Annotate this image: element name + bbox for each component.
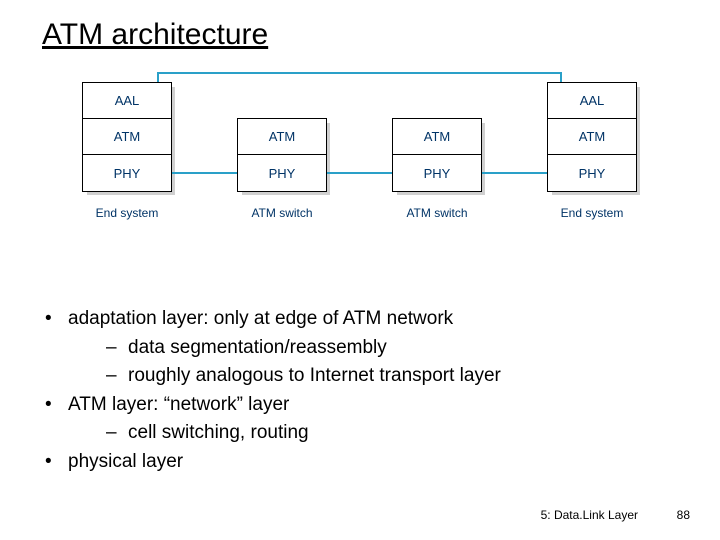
subbullet: cell switching, routing bbox=[106, 419, 501, 448]
bullet-rest: only at edge of ATM network bbox=[209, 308, 454, 329]
layer-aal: AAL bbox=[83, 83, 171, 119]
stack-switch-2: ATM PHY bbox=[392, 118, 482, 192]
caption-switch-1: ATM switch bbox=[237, 206, 327, 220]
stack-end-left: AAL ATM PHY bbox=[82, 82, 172, 192]
bullet-atm: ATM layer: “network” layer cell switchin… bbox=[40, 391, 501, 448]
footer-section-label: 5: Data.Link Layer bbox=[541, 508, 638, 522]
bullet-prefix: physical layer bbox=[68, 451, 183, 472]
phy-wire-1 bbox=[172, 172, 237, 174]
layer-phy: PHY bbox=[238, 155, 326, 191]
layer-atm: ATM bbox=[393, 119, 481, 155]
subbullet: data segmentation/reassembly bbox=[106, 334, 501, 363]
layer-atm: ATM bbox=[238, 119, 326, 155]
stack-switch-1: ATM PHY bbox=[237, 118, 327, 192]
stack-end-right: AAL ATM PHY bbox=[547, 82, 637, 192]
layer-phy: PHY bbox=[548, 155, 636, 191]
layer-phy: PHY bbox=[393, 155, 481, 191]
bullet-list: adaptation layer: only at edge of ATM ne… bbox=[40, 305, 501, 476]
page-title: ATM architecture bbox=[42, 18, 268, 52]
bullet-prefix: ATM layer: bbox=[68, 394, 158, 415]
bullet-prefix: adaptation layer: bbox=[68, 308, 209, 329]
layer-atm: ATM bbox=[548, 119, 636, 155]
layer-aal: AAL bbox=[548, 83, 636, 119]
aal-wire-h bbox=[157, 72, 562, 74]
phy-wire-2 bbox=[327, 172, 392, 174]
footer-page-number: 88 bbox=[677, 508, 690, 522]
layer-atm: ATM bbox=[83, 119, 171, 155]
layer-phy: PHY bbox=[83, 155, 171, 191]
subbullet: roughly analogous to Internet transport … bbox=[106, 362, 501, 391]
bullet-rest: “network” layer bbox=[158, 394, 289, 415]
caption-end-left: End system bbox=[82, 206, 172, 220]
caption-switch-2: ATM switch bbox=[392, 206, 482, 220]
bullet-adaptation: adaptation layer: only at edge of ATM ne… bbox=[40, 305, 501, 391]
phy-wire-3 bbox=[482, 172, 547, 174]
bullet-physical: physical layer bbox=[40, 448, 501, 477]
caption-end-right: End system bbox=[547, 206, 637, 220]
atm-architecture-diagram: AAL ATM PHY End system ATM PHY ATM switc… bbox=[82, 82, 642, 252]
